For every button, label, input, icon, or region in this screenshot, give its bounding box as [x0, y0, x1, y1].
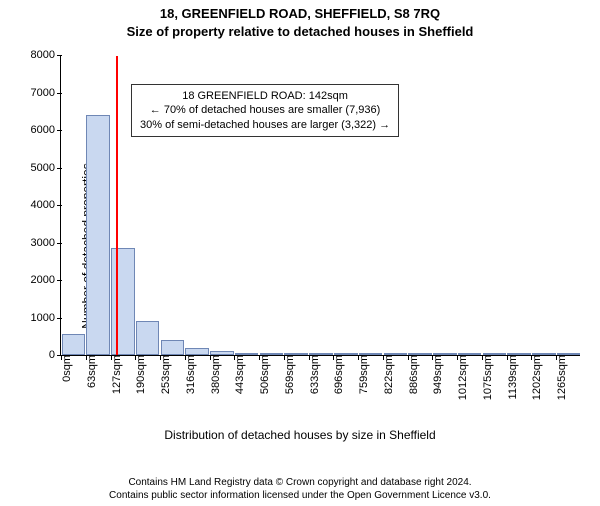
reference-line — [116, 56, 118, 355]
histogram-bar — [111, 248, 135, 355]
x-tick: 63sqm — [82, 355, 98, 388]
x-tick: 253sqm — [156, 355, 172, 394]
annotation-line-1: 18 GREENFIELD ROAD: 142sqm — [140, 89, 390, 103]
histogram-bar — [185, 348, 209, 356]
x-tick: 443sqm — [230, 355, 246, 394]
y-tick: 4000 — [31, 199, 61, 211]
annotation-line-3: 30% of semi-detached houses are larger (… — [140, 118, 390, 132]
y-tick: 5000 — [31, 162, 61, 174]
x-axis-label: Distribution of detached houses by size … — [0, 428, 600, 442]
x-tick: 759sqm — [354, 355, 370, 394]
footer-line-2: Contains public sector information licen… — [0, 490, 600, 503]
x-tick: 127sqm — [107, 355, 123, 394]
footer-attribution: Contains HM Land Registry data © Crown c… — [0, 477, 600, 502]
x-tick: 1012sqm — [453, 355, 469, 400]
histogram-bar — [86, 115, 110, 355]
footer-line-1: Contains HM Land Registry data © Crown c… — [0, 477, 600, 490]
y-tick: 8000 — [31, 49, 61, 61]
x-tick: 886sqm — [404, 355, 420, 394]
histogram-bar — [161, 340, 185, 355]
x-tick: 1075sqm — [478, 355, 494, 400]
plot-area: 0100020003000400050006000700080000sqm63s… — [60, 56, 580, 356]
x-tick: 696sqm — [329, 355, 345, 394]
x-tick: 822sqm — [379, 355, 395, 394]
x-tick: 633sqm — [305, 355, 321, 394]
x-tick: 316sqm — [181, 355, 197, 394]
x-tick: 1202sqm — [527, 355, 543, 400]
y-tick: 3000 — [31, 237, 61, 249]
y-tick: 7000 — [31, 87, 61, 99]
page-title: 18, GREENFIELD ROAD, SHEFFIELD, S8 7RQ — [0, 6, 600, 22]
x-tick: 0sqm — [57, 355, 73, 382]
page-subtitle: Size of property relative to detached ho… — [0, 24, 600, 40]
x-tick: 506sqm — [255, 355, 271, 394]
x-tick: 1139sqm — [503, 355, 519, 399]
y-tick: 1000 — [31, 312, 61, 324]
x-tick: 190sqm — [131, 355, 147, 394]
y-tick: 6000 — [31, 124, 61, 136]
histogram-bar — [136, 321, 160, 355]
x-tick: 569sqm — [280, 355, 296, 394]
x-tick: 949sqm — [428, 355, 444, 394]
y-tick: 2000 — [31, 274, 61, 286]
annotation-line-2: ← 70% of detached houses are smaller (7,… — [140, 103, 390, 117]
x-tick: 380sqm — [206, 355, 222, 394]
histogram-bar — [62, 334, 86, 355]
chart-container: Number of detached properties 0100020003… — [0, 46, 600, 446]
annotation-box: 18 GREENFIELD ROAD: 142sqm← 70% of detac… — [131, 84, 399, 137]
x-tick: 1265sqm — [552, 355, 568, 400]
